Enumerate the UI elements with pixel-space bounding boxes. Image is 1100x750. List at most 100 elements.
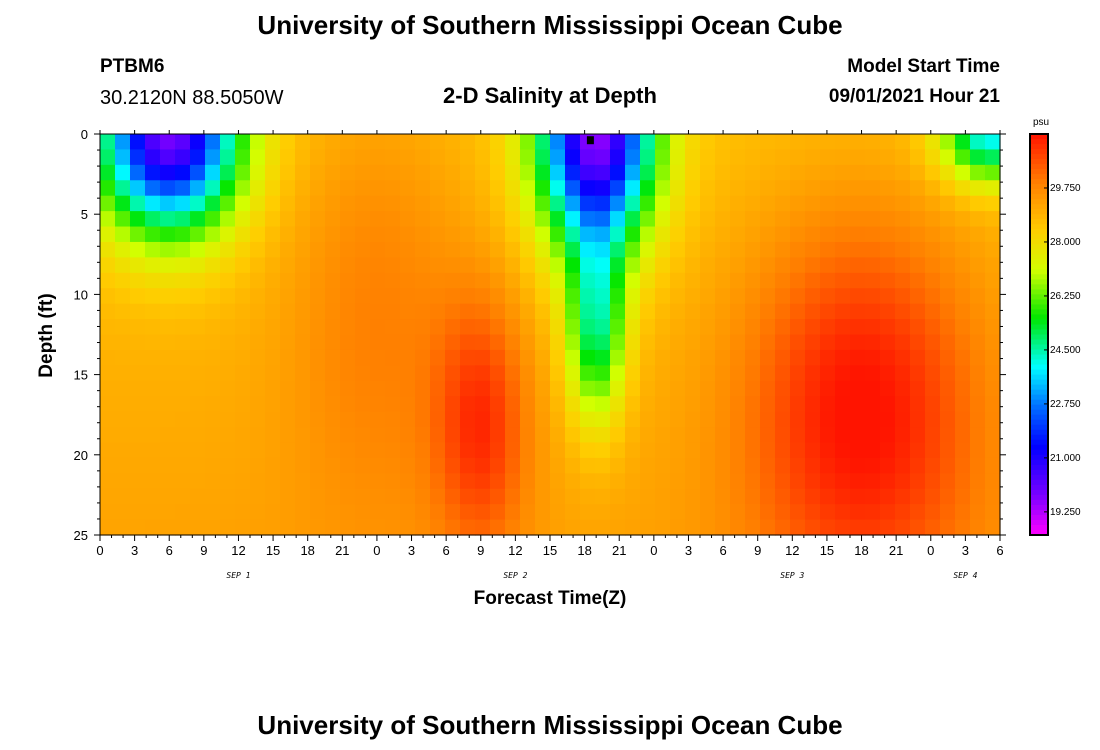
heatmap-cell bbox=[745, 319, 761, 336]
heatmap-cell bbox=[595, 272, 611, 289]
heatmap-cell bbox=[325, 319, 341, 336]
heatmap-cell bbox=[505, 149, 521, 166]
heatmap-cell bbox=[820, 272, 836, 289]
heatmap-cell bbox=[445, 411, 461, 428]
colorbar-segment bbox=[1030, 354, 1048, 361]
heatmap-cell bbox=[580, 380, 596, 397]
heatmap-cell bbox=[145, 288, 161, 305]
heatmap-cell bbox=[385, 241, 401, 258]
heatmap-cell bbox=[535, 226, 551, 243]
heatmap-cell bbox=[895, 149, 911, 166]
heatmap-cell bbox=[460, 396, 476, 413]
heatmap-cell bbox=[325, 488, 341, 505]
heatmap-cell bbox=[415, 504, 431, 521]
heatmap-cell bbox=[880, 195, 896, 212]
heatmap-cell bbox=[475, 195, 491, 212]
heatmap-cell bbox=[715, 488, 731, 505]
heatmap-cell bbox=[535, 396, 551, 413]
heatmap-cell bbox=[250, 519, 266, 536]
heatmap-cell bbox=[760, 226, 776, 243]
heatmap-cell bbox=[760, 319, 776, 336]
heatmap-cell bbox=[190, 334, 206, 351]
heatmap-cell bbox=[625, 411, 641, 428]
heatmap-cell bbox=[640, 195, 656, 212]
heatmap-cell bbox=[535, 365, 551, 382]
model-start-time: 09/01/2021 Hour 21 bbox=[828, 86, 1000, 107]
heatmap-cell bbox=[730, 272, 746, 289]
heatmap-cell bbox=[160, 149, 176, 166]
x-tick-label: 12 bbox=[785, 543, 799, 558]
heatmap-cell bbox=[850, 272, 866, 289]
heatmap-cell bbox=[610, 334, 626, 351]
model-start-label: Model Start Time bbox=[847, 56, 1000, 77]
colorbar-segment bbox=[1030, 309, 1048, 316]
heatmap-cell bbox=[340, 442, 356, 459]
heatmap-cell bbox=[790, 134, 806, 151]
heatmap-cell bbox=[115, 457, 131, 474]
heatmap-cell bbox=[925, 349, 941, 366]
heatmap-cell bbox=[955, 272, 971, 289]
heatmap-cell bbox=[250, 488, 266, 505]
heatmap-cell bbox=[970, 519, 986, 536]
heatmap-cell bbox=[910, 303, 926, 320]
heatmap-cell bbox=[220, 380, 236, 397]
heatmap-cell bbox=[625, 488, 641, 505]
heatmap-cell bbox=[910, 488, 926, 505]
heatmap-cell bbox=[850, 411, 866, 428]
heatmap-cell bbox=[145, 473, 161, 490]
colorbar-segment bbox=[1030, 244, 1048, 250]
heatmap-cell bbox=[385, 257, 401, 274]
colorbar-segment bbox=[1030, 289, 1048, 295]
heatmap-cell bbox=[715, 365, 731, 382]
heatmap-cell bbox=[370, 211, 386, 228]
colorbar-tick-label: 29.750 bbox=[1050, 183, 1081, 194]
heatmap-cell bbox=[895, 134, 911, 151]
heatmap-cell bbox=[700, 180, 716, 197]
heatmap-cell bbox=[280, 380, 296, 397]
heatmap-cell bbox=[880, 211, 896, 228]
heatmap-cell bbox=[940, 257, 956, 274]
heatmap-cell bbox=[205, 519, 221, 536]
heatmap-cell bbox=[655, 473, 671, 490]
heatmap-cell bbox=[640, 319, 656, 336]
heatmap-cell bbox=[715, 442, 731, 459]
heatmap-cell bbox=[580, 442, 596, 459]
colorbar-segment bbox=[1030, 399, 1048, 406]
heatmap-cell bbox=[700, 134, 716, 151]
colorbar-segment bbox=[1030, 284, 1048, 290]
heatmap-cell bbox=[520, 396, 536, 413]
heatmap-cell bbox=[280, 457, 296, 474]
heatmap-cell bbox=[145, 504, 161, 521]
heatmap-cell bbox=[790, 195, 806, 212]
heatmap-cell bbox=[370, 303, 386, 320]
heatmap-cell bbox=[325, 473, 341, 490]
colorbar-segment bbox=[1030, 429, 1048, 436]
heatmap-cell bbox=[430, 411, 446, 428]
heatmap-cell bbox=[760, 303, 776, 320]
heatmap-cell bbox=[415, 211, 431, 228]
heatmap-cell bbox=[250, 504, 266, 521]
heatmap-cell bbox=[775, 303, 791, 320]
heatmap-cell bbox=[535, 257, 551, 274]
heatmap-cell bbox=[385, 380, 401, 397]
heatmap-cell bbox=[460, 473, 476, 490]
x-tick-label: 15 bbox=[820, 543, 834, 558]
heatmap-cell bbox=[160, 226, 176, 243]
heatmap-cell bbox=[145, 411, 161, 428]
heatmap-cell bbox=[385, 180, 401, 197]
heatmap-cell bbox=[130, 396, 146, 413]
heatmap-cell bbox=[625, 211, 641, 228]
heatmap-cell bbox=[190, 226, 206, 243]
heatmap-cell bbox=[265, 473, 281, 490]
heatmap-cell bbox=[550, 319, 566, 336]
heatmap-cell bbox=[220, 504, 236, 521]
heatmap-cell bbox=[880, 288, 896, 305]
colorbar-segment bbox=[1030, 514, 1048, 521]
heatmap-cell bbox=[475, 504, 491, 521]
heatmap-cell bbox=[115, 303, 131, 320]
heatmap-cell bbox=[520, 488, 536, 505]
heatmap-cell bbox=[115, 241, 131, 258]
heatmap-cell bbox=[700, 457, 716, 474]
heatmap-cell bbox=[880, 272, 896, 289]
heatmap-cell bbox=[835, 180, 851, 197]
